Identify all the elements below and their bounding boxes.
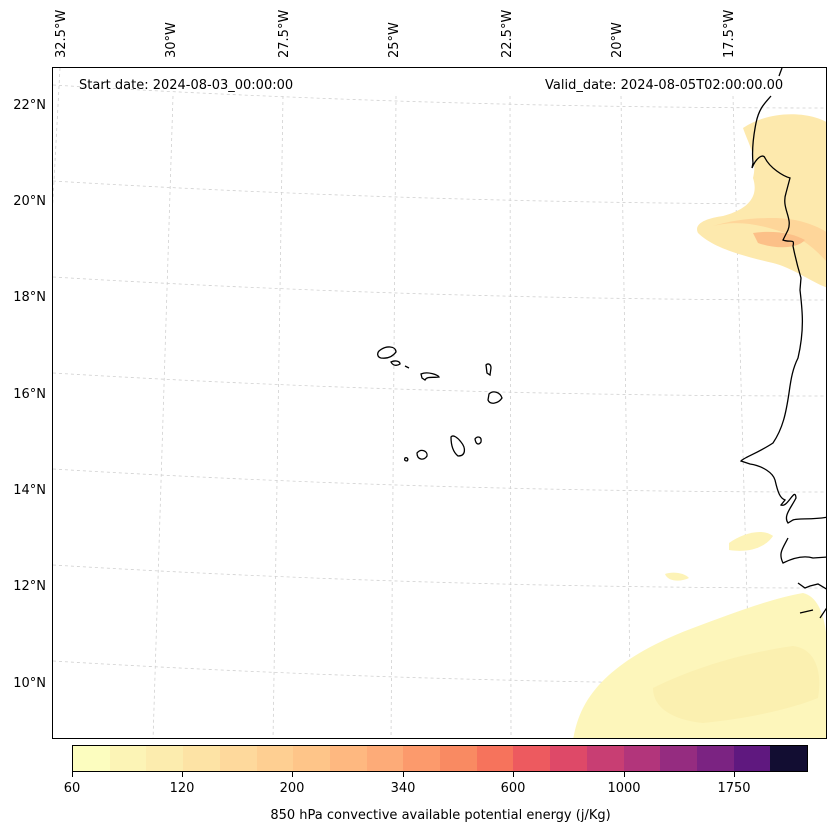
colorbar-label-120: 120 (169, 781, 195, 796)
colorbar-tick (72, 772, 73, 777)
colorbar-bin (329, 746, 367, 771)
colorbar-tick (624, 772, 625, 777)
lat-label-16n: 16°N (13, 387, 46, 402)
lat-label-20n: 20°N (13, 194, 46, 209)
cape-blob-2 (665, 572, 689, 581)
lon-label-20w: 20°W (610, 22, 625, 58)
colorbar-tick (182, 772, 183, 777)
lon-label-17-5w: 17.5°W (722, 9, 737, 58)
start-date-label: Start date: 2024-08-03_00:00:00 (79, 78, 294, 93)
colorbar-label-1750: 1750 (717, 781, 751, 796)
colorbar-bin (770, 746, 808, 771)
colorbar-bin (513, 746, 551, 771)
cape-verde-brava (403, 457, 409, 462)
cape-area-north (697, 114, 826, 288)
colorbar-label-1000: 1000 (607, 781, 641, 796)
cape-verde-santiago (450, 435, 466, 457)
colorbar-tick (734, 772, 735, 777)
colorbar-label-600: 600 (500, 781, 526, 796)
colorbar-bin (366, 746, 404, 771)
colorbar-bin (696, 746, 734, 771)
map-canvas (53, 68, 826, 738)
colorbar (72, 745, 808, 772)
lon-label-27-5w: 27.5°W (277, 9, 292, 58)
cape-verde-sal (485, 363, 492, 377)
colorbar-bin (146, 746, 184, 771)
cape-area-south-inner (653, 646, 820, 723)
african-coast (739, 68, 826, 619)
valid-date-label: Valid_date: 2024-08-05T02:00:00.00 (545, 78, 784, 93)
lat-label-10n: 10°N (13, 676, 46, 691)
colorbar-label-340: 340 (390, 781, 416, 796)
lat-label-18n: 18°N (13, 290, 46, 305)
colorbar-title: 850 hPa convective available potential e… (270, 808, 611, 823)
cape-verde-sao-nicolau (420, 372, 440, 381)
lon-label-25w: 25°W (387, 22, 402, 58)
lat-label-12n: 12°N (13, 579, 46, 594)
cape-verde-boa-vista (487, 391, 503, 404)
colorbar-bin (256, 746, 294, 771)
cape-verde-fogo (416, 449, 428, 460)
cape-field (573, 114, 826, 738)
colorbar-bin (476, 746, 514, 771)
colorbar-tick (403, 772, 404, 777)
lat-label-14n: 14°N (13, 483, 46, 498)
lon-label-30w: 30°W (164, 22, 179, 58)
cape-blob-1 (729, 532, 773, 551)
graticule (53, 68, 826, 738)
colorbar-label-60: 60 (63, 781, 81, 796)
lat-label-22n: 22°N (13, 98, 46, 113)
colorbar-bin (183, 746, 220, 771)
colorbar-bin (733, 746, 771, 771)
colorbar-bin (550, 746, 587, 771)
lon-label-32-5w: 32.5°W (54, 9, 69, 58)
colorbar-bin (73, 746, 110, 771)
colorbar-bin (660, 746, 697, 771)
cape-verde-santa-luzia (404, 365, 410, 369)
colorbar-bin (109, 746, 147, 771)
cape-verde-maio (474, 436, 482, 445)
cape-verde-santo-antao (377, 346, 397, 359)
colorbar-bin (403, 746, 441, 771)
cape-area-north-peak (753, 231, 805, 248)
colorbar-bin (293, 746, 330, 771)
colorbar-bin (219, 746, 257, 771)
colorbar-label-200: 200 (279, 781, 305, 796)
cape-verde-sao-vicente (390, 360, 401, 366)
map-frame (52, 67, 827, 739)
coastline (377, 68, 826, 619)
lon-label-22-5w: 22.5°W (500, 9, 515, 58)
colorbar-bin (440, 746, 477, 771)
colorbar-bin (623, 746, 661, 771)
colorbar-bin (586, 746, 624, 771)
colorbar-tick (513, 772, 514, 777)
cape-area-north-core (713, 218, 826, 261)
colorbar-tick (292, 772, 293, 777)
